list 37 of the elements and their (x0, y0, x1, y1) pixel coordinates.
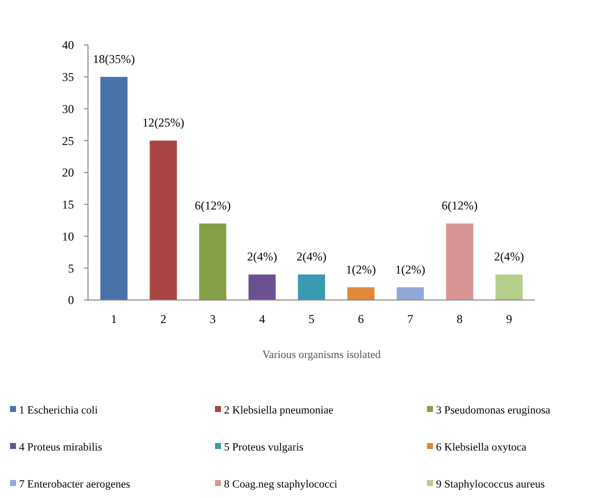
y-tick-label: 30 (62, 102, 74, 116)
legend-label: 5 Proteus vulgaris (224, 441, 304, 454)
x-axis-title: Various organisms isolated (262, 349, 382, 361)
y-tick-label: 40 (62, 38, 74, 52)
legend-label: 2 Klebsiella pneumoniae (224, 404, 334, 416)
x-tick-label: 2 (160, 312, 166, 326)
x-tick-label: 4 (259, 312, 266, 326)
data-label: 1(2%) (395, 262, 426, 276)
data-label: 6(12%) (442, 198, 478, 212)
data-label: 1(2%) (346, 262, 376, 276)
y-tick-label: 10 (62, 229, 74, 244)
legend-label: 7 Enterobacter aerogenes (19, 478, 130, 490)
x-tick-label: 5 (308, 312, 314, 326)
y-tick-label: 20 (62, 166, 74, 180)
y-tick-label: 25 (62, 134, 74, 148)
data-label: 2(4%) (247, 250, 278, 264)
x-tick-label: 6 (358, 312, 364, 326)
data-label: 18(35%) (92, 52, 135, 66)
legend-label: 6 Klebsiella oxytoca (436, 441, 527, 454)
x-tick-label: 8 (456, 312, 463, 326)
y-tick-label: 5 (68, 261, 74, 276)
legend-label: 8 Coag.neg staphylococci (224, 478, 338, 490)
y-tick-label: 0 (68, 293, 74, 308)
data-label: 6(12%) (194, 198, 231, 212)
x-tick-label: 3 (210, 312, 216, 326)
y-tick-label: 35 (62, 70, 74, 84)
data-label: 12(25%) (142, 116, 184, 130)
legend-label: 1 Escherichia coli (19, 404, 98, 416)
legend-label: 9 Staphylococcus aureus (436, 478, 545, 490)
data-label: 2(4%) (494, 250, 524, 264)
x-tick-label: 9 (506, 312, 512, 326)
x-tick-label: 7 (407, 312, 414, 326)
y-tick-label: 15 (62, 198, 74, 212)
legend-label: 3 Pseudomonas eruginosa (436, 404, 550, 416)
data-label: 2(4%) (296, 250, 326, 264)
legend-label: 4 Proteus mirabilis (19, 441, 102, 454)
x-tick-label: 1 (110, 312, 117, 326)
